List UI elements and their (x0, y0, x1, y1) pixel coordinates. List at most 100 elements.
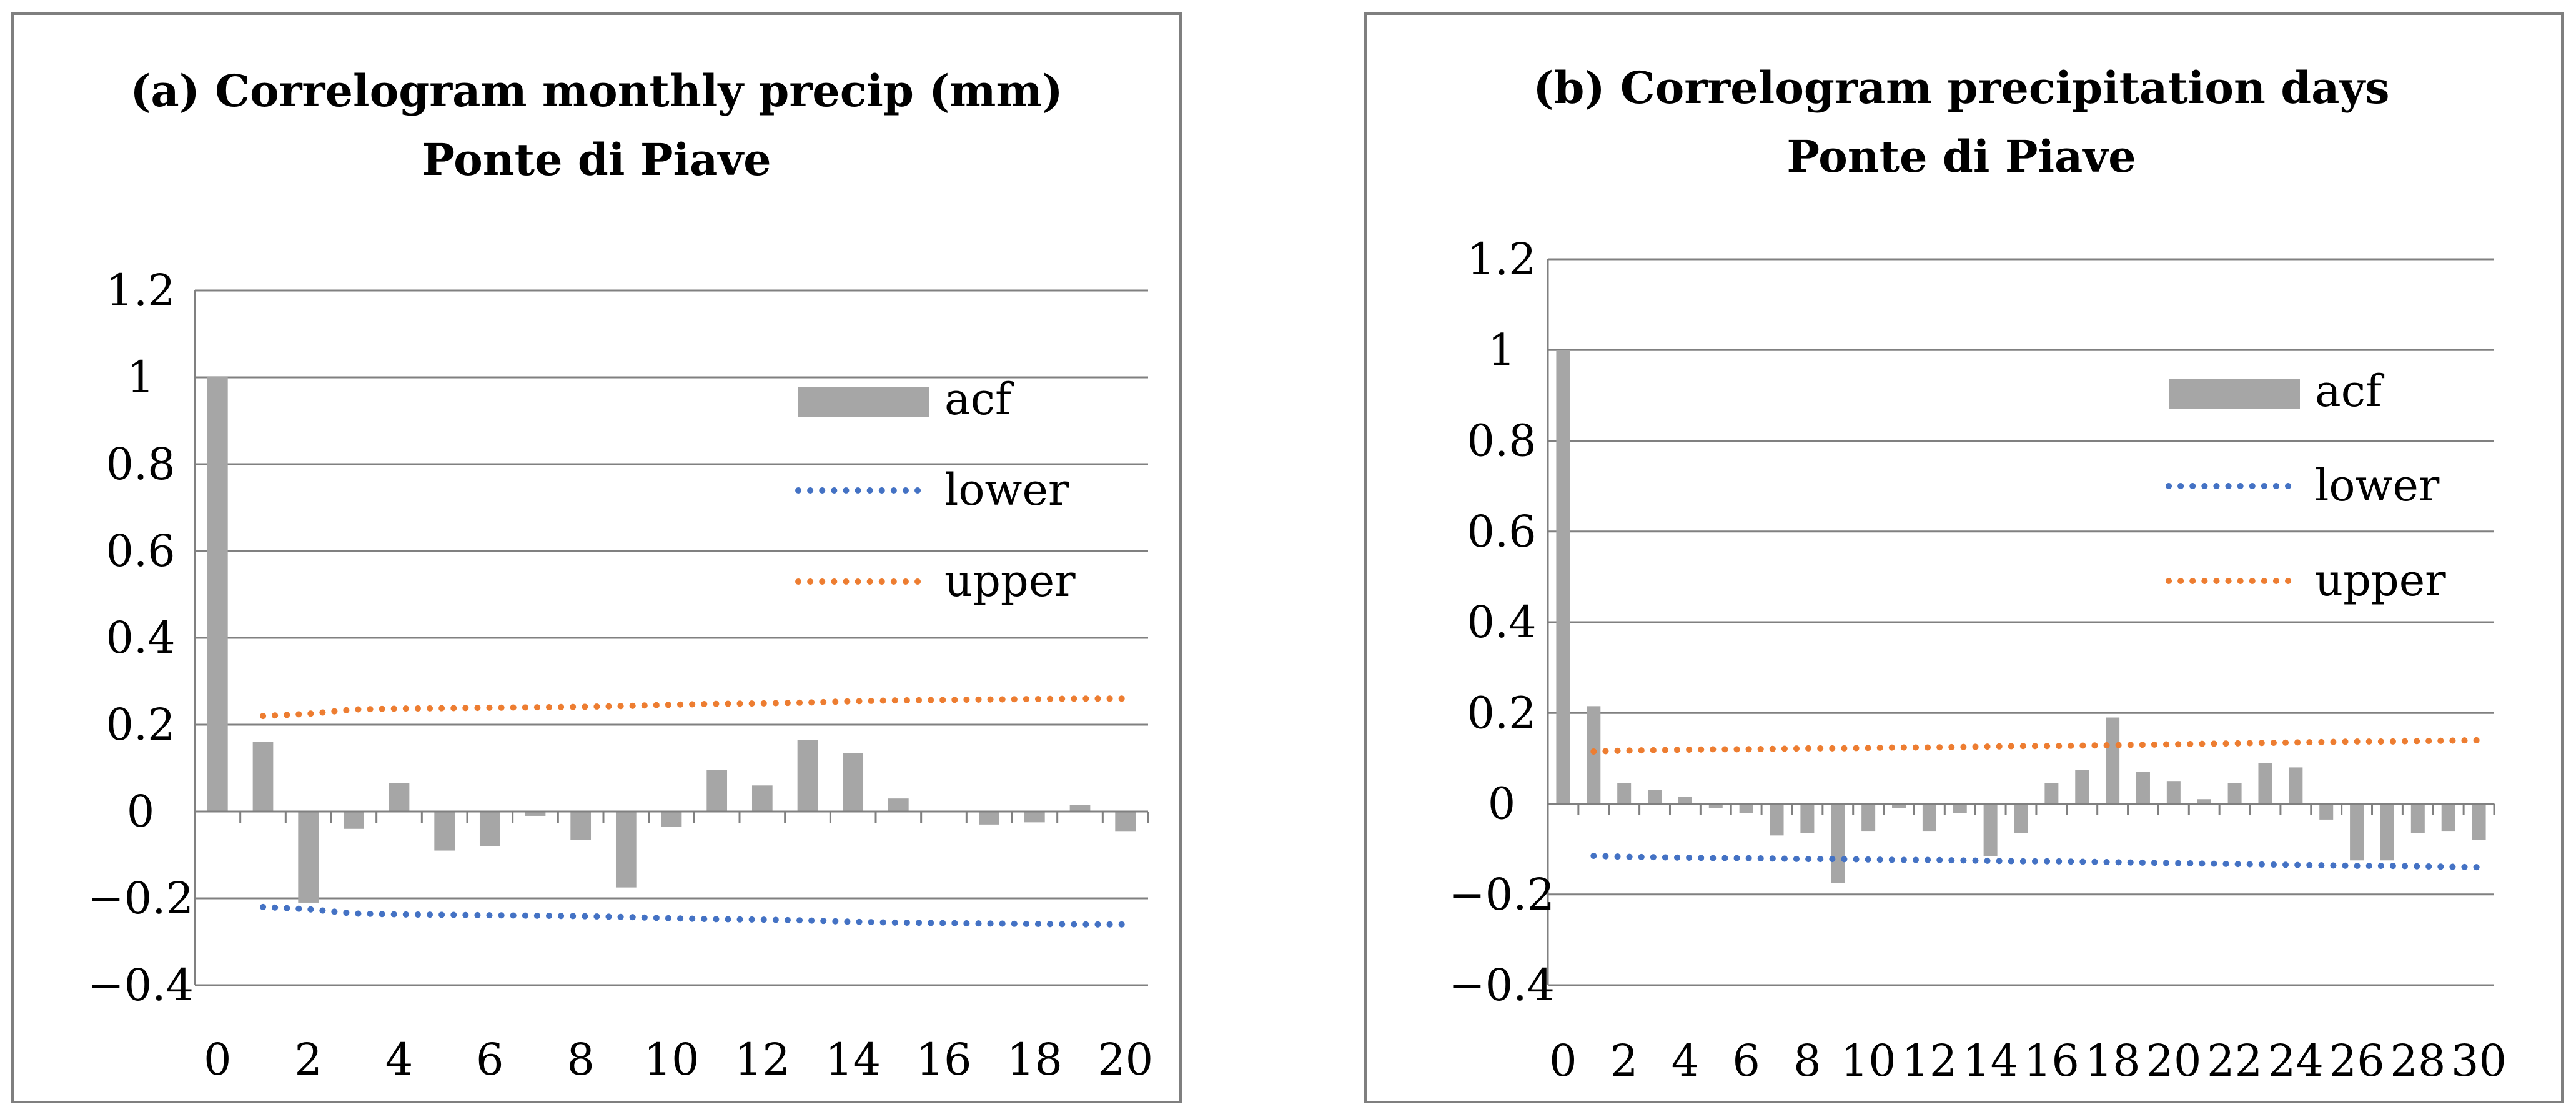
acf-bars (1556, 350, 2486, 883)
chart-title-line2: Ponte di Piave (1786, 131, 2136, 182)
legend-swatch-acf (798, 387, 929, 417)
upper-bound-series (1590, 737, 2482, 755)
acf-bar (2410, 803, 2425, 833)
acf-bar (1617, 783, 1632, 804)
legend-label-upper: upper (944, 555, 1076, 607)
x-axis (194, 290, 1149, 985)
y-tick-label: 1 (1488, 324, 1516, 375)
acf-bar (1648, 790, 1662, 804)
x-tick-label: 10 (1841, 1035, 1896, 1086)
y-tick-label: −0.4 (87, 960, 194, 1011)
y-tick-label: 0.2 (1467, 687, 1536, 738)
upper-bound-line (1590, 737, 2482, 755)
acf-bar (1024, 812, 1045, 823)
acf-bar (797, 740, 818, 812)
x-tick-label: 18 (2085, 1035, 2141, 1086)
acf-bar (2258, 763, 2272, 804)
lower-bound-series (1590, 853, 2482, 871)
legend: acf lower upper (2166, 365, 2446, 606)
y-tick-label: 1.2 (106, 265, 175, 316)
x-tick-label: 8 (567, 1034, 595, 1085)
chart-panel-b: (b) Correlogram precipitation days Ponte… (1364, 12, 2564, 1103)
y-tick-label: −0.2 (87, 873, 194, 924)
x-tick-label: 18 (1007, 1034, 1063, 1085)
legend-label-lower: lower (944, 464, 1069, 515)
acf-bars (207, 377, 1136, 903)
x-tick-labels: 0 2 4 6 8 10 12 14 16 18 20 (204, 1034, 1153, 1085)
y-tick-labels: −0.4 −0.2 0 0.2 0.4 0.6 0.8 1 1.2 (1449, 234, 1555, 1011)
acf-bar (1587, 706, 1601, 804)
legend-label-upper: upper (2315, 555, 2446, 606)
acf-bar (1861, 803, 1876, 832)
acf-bar (1708, 803, 1723, 808)
legend-label-lower: lower (2315, 460, 2440, 511)
acf-bar (751, 785, 773, 812)
x-tick-label: 24 (2268, 1035, 2324, 1086)
chart-title-line1: (a) Correlogram monthly precip (mm) (130, 65, 1063, 117)
gridlines (1548, 258, 2494, 986)
x-tick-label: 4 (1672, 1035, 1700, 1086)
x-tick-label: 22 (2207, 1035, 2262, 1086)
acf-bar (525, 812, 546, 816)
acf-bar (298, 812, 319, 903)
y-tick-label: 1.2 (1467, 234, 1536, 285)
x-tick-label: 12 (735, 1034, 790, 1085)
upper-bound-series (260, 695, 1129, 720)
acf-bar (706, 770, 728, 812)
acf-bar (2441, 803, 2455, 832)
x-tick-label: 28 (2390, 1035, 2445, 1086)
chart-frame (11, 12, 1182, 1103)
y-tick-label: −0.2 (1449, 869, 1555, 920)
acf-bar (2136, 772, 2150, 804)
x-tick-label: 16 (916, 1034, 971, 1085)
y-tick-label: 0.2 (106, 699, 175, 750)
x-tick-label: 12 (1901, 1035, 1957, 1086)
y-tick-label: 0 (127, 786, 155, 837)
acf-bar (1831, 803, 1845, 883)
y-tick-label: 0 (1488, 778, 1516, 830)
legend-swatch-acf (2169, 379, 2300, 409)
y-tick-label: −0.4 (1449, 960, 1555, 1011)
acf-bar (1556, 350, 1570, 804)
y-tick-label: 0.6 (106, 525, 175, 577)
x-tick-label: 30 (2451, 1035, 2507, 1086)
acf-bar (2044, 783, 2059, 804)
acf-bar (1678, 797, 1692, 804)
gridlines (195, 289, 1148, 986)
y-tick-label: 0.8 (106, 439, 175, 490)
x-tick-label: 8 (1793, 1035, 1821, 1086)
x-tick-label: 6 (476, 1034, 504, 1085)
x-tick-label: 16 (2024, 1035, 2079, 1086)
acf-bar (1953, 803, 1967, 813)
x-tick-label: 0 (1549, 1035, 1577, 1086)
acf-bar (2350, 803, 2364, 861)
acf-bar (1739, 803, 1753, 813)
acf-bar (1770, 803, 1784, 836)
acf-bar (207, 377, 228, 812)
y-tick-label: 0.4 (1467, 597, 1536, 648)
upper-bound-line (260, 695, 1129, 720)
x-axis (1547, 259, 2495, 985)
x-tick-label: 0 (204, 1034, 232, 1085)
legend: acf lower upper (795, 374, 1076, 607)
acf-bar (888, 798, 909, 812)
y-tick-label: 0.6 (1467, 506, 1536, 557)
chart-panel-a: (a) Correlogram monthly precip (mm) Pont… (11, 12, 1182, 1103)
chart-title-line2: Ponte di Piave (422, 134, 771, 186)
acf-bar (389, 783, 410, 812)
x-tick-label: 2 (1610, 1035, 1638, 1086)
acf-bar (2106, 717, 2120, 804)
x-tick-label: 20 (2146, 1035, 2201, 1086)
x-tick-label: 10 (643, 1034, 699, 1085)
legend-label-acf: acf (2315, 365, 2385, 417)
acf-bar (1069, 805, 1091, 812)
x-tick-label: 2 (294, 1034, 322, 1085)
lower-bound-line (260, 903, 1129, 928)
x-tick-labels: 0 2 4 6 8 10 12 14 16 18 20 22 24 26 28 30 (1549, 1035, 2507, 1086)
acf-bar (979, 812, 1000, 825)
acf-bar (434, 812, 455, 851)
acf-bar (479, 812, 500, 846)
acf-bar (615, 812, 637, 888)
x-tick-label: 6 (1732, 1035, 1760, 1086)
